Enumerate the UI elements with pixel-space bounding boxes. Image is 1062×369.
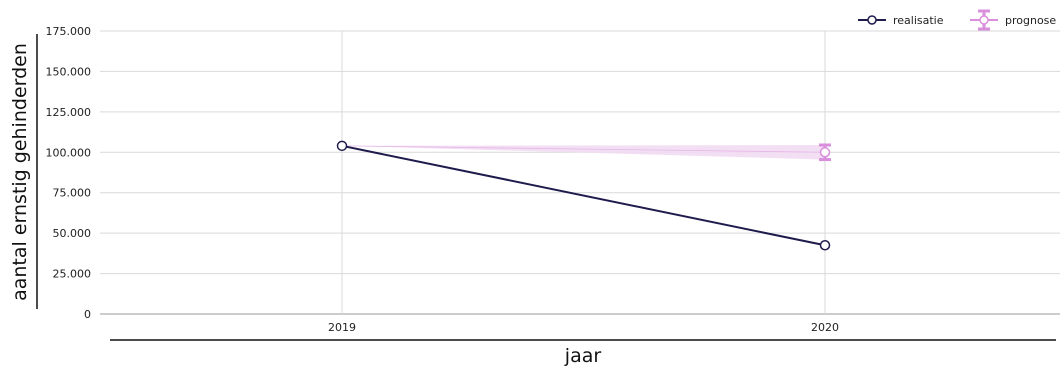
prognose-band [341, 145, 826, 160]
series-lines [341, 144, 826, 247]
y-tick-label-6: 150.000 [46, 65, 92, 78]
x-tick-label-0: 2019 [328, 321, 356, 334]
y-tick-label-2: 50.000 [53, 227, 92, 240]
y-tick-label-3: 75.000 [53, 187, 92, 200]
realisatie-point-2019 [336, 140, 348, 152]
x-axis-title: jaar [564, 345, 602, 367]
y-axis-title: aantal ernstig gehinderden [9, 43, 31, 301]
y-tick-label-0: 0 [84, 308, 91, 321]
x-tick-labels: 2019 2020 [328, 321, 839, 334]
legend-item-realisatie: realisatie [858, 14, 944, 27]
x-tick-label-1: 2020 [811, 321, 839, 334]
legend-prognose-marker [979, 15, 989, 25]
gridlines [100, 30, 1060, 315]
y-tick-label-1: 25.000 [53, 268, 92, 281]
prognose-range-band [342, 145, 825, 160]
realisatie-point-2020 [819, 240, 831, 251]
legend-realisatie-label: realisatie [893, 14, 944, 27]
y-tick-label-4: 100.000 [46, 146, 92, 159]
legend: realisatie prognose [858, 9, 1056, 31]
prognose-line [341, 145, 826, 153]
prognose-point-2020 [819, 147, 831, 158]
legend-item-prognose: prognose [970, 9, 1056, 31]
legend-prognose-label: prognose [1005, 14, 1056, 27]
series-points [336, 140, 831, 251]
y-tick-label-7: 175.000 [46, 25, 92, 38]
legend-realisatie-marker [867, 15, 877, 25]
y-tick-label-5: 125.000 [46, 106, 92, 119]
realisatie-line [341, 144, 826, 247]
y-tick-labels: 0 25.000 50.000 75.000 100.000 125.000 150.000… [46, 25, 92, 321]
